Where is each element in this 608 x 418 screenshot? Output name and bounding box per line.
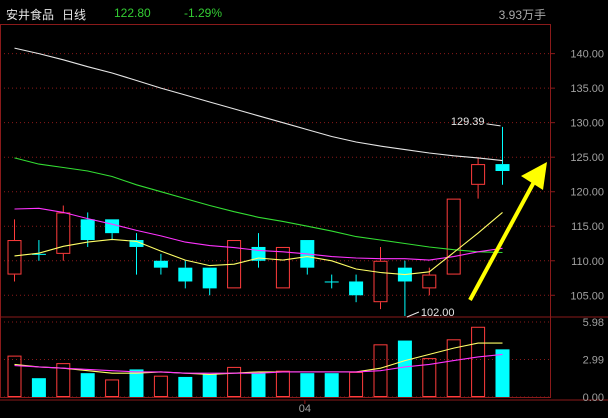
price-ma-line: [14, 157, 503, 254]
candle-body-down: [495, 164, 510, 171]
volume-bar-up: [422, 358, 437, 397]
volume-bar-up: [349, 371, 364, 397]
stock-name: 安井食品: [6, 8, 55, 22]
volume-bar-up: [105, 379, 120, 397]
volume-bar-down: [202, 374, 217, 397]
price-ma-line: [14, 47, 503, 162]
candle-body-up: [275, 246, 290, 289]
candle-body-up: [7, 240, 22, 275]
volume-bar-up: [56, 363, 71, 397]
volume-bar-up: [227, 366, 242, 397]
volume-bar-down: [31, 378, 46, 397]
candle-body-up: [373, 260, 388, 303]
volume-bar-down: [80, 373, 95, 397]
candle-body-up: [446, 198, 461, 275]
volume-ma-line: [14, 342, 503, 375]
volume-readout: 3.93万手: [498, 8, 546, 22]
price-tick-label: 135.00: [570, 83, 604, 95]
candle-body-up: [471, 164, 486, 185]
volume-bar-up: [446, 339, 461, 397]
price-tick-label: 110.00: [571, 256, 604, 268]
volume-bar-down: [251, 373, 266, 397]
high-price-label: 129.39: [451, 116, 485, 128]
change-percent: -1.29%: [184, 6, 223, 20]
x-tick-label: 04: [299, 403, 311, 415]
candle-body-down: [349, 281, 364, 296]
volume-bar-up: [275, 370, 290, 397]
volume-bar-up: [7, 355, 22, 397]
candle-body-down: [202, 267, 217, 289]
candle-body-down: [80, 219, 95, 241]
price-tick-label: 105.00: [570, 290, 604, 302]
candle-body-down: [105, 219, 120, 234]
candle-body-down: [129, 240, 144, 247]
volume-tick-label: 2.99: [583, 355, 604, 367]
volume-bar-down: [397, 340, 412, 397]
high-marker-line: [486, 123, 501, 127]
price-tick-label: 140.00: [570, 49, 604, 61]
volume-bar-down: [495, 349, 510, 397]
low-price-label: 102.00: [421, 307, 455, 319]
volume-bar-up: [153, 375, 168, 397]
volume-bar-down: [300, 373, 315, 397]
trend-arrow-head: [521, 162, 547, 190]
volume-bar-down: [129, 369, 144, 397]
low-marker-line: [406, 311, 420, 318]
volume-tick-label: 5.98: [583, 317, 604, 329]
price-ma-line: [14, 207, 503, 261]
trend-arrow-shaft: [468, 181, 536, 301]
chart-frame: [0, 24, 551, 398]
price-tick-label: 120.00: [570, 187, 604, 199]
period-label[interactable]: 日线: [62, 8, 87, 22]
price-value: 122.80: [114, 6, 151, 20]
candle-body-down: [153, 260, 168, 268]
price-tick-label: 125.00: [570, 152, 604, 164]
volume-bar-down: [178, 376, 193, 397]
volume-bar-up: [471, 326, 486, 398]
price-ma-line: [14, 211, 503, 276]
price-tick-label: 115.00: [571, 221, 604, 233]
volume-bar-down: [324, 373, 339, 397]
candle-body-down: [31, 253, 46, 255]
volume-tick-label: 0.00: [583, 392, 604, 404]
volume-ma-line: [14, 353, 503, 374]
candle-body-down: [178, 267, 193, 282]
price-tick-label: 130.00: [570, 118, 604, 130]
candle-body-down: [324, 281, 339, 283]
candle-body-up: [422, 274, 437, 289]
